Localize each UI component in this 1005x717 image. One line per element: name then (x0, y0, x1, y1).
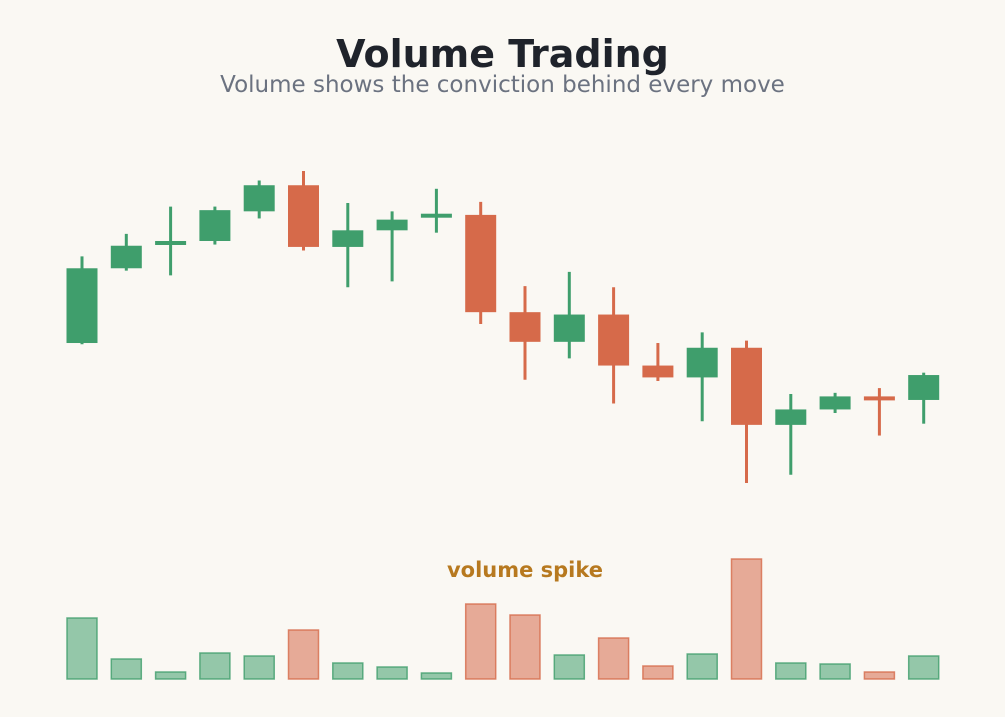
volume-bar (597, 637, 630, 680)
candle-up (243, 185, 275, 212)
volume-bar (730, 558, 763, 680)
volume-spike-annotation: volume spike (447, 558, 603, 582)
candle-down (288, 185, 319, 247)
candle-down (731, 347, 762, 425)
volume-bar (553, 654, 586, 680)
volume-bar (686, 653, 718, 680)
candle-down (863, 396, 895, 401)
candle-down (509, 312, 541, 342)
volume-bar (819, 663, 851, 680)
candle-up (686, 347, 718, 378)
candle-up (819, 396, 851, 410)
candle-up (155, 240, 187, 245)
volume-bar (376, 666, 408, 680)
candle-down (465, 214, 497, 313)
volume-bar (66, 617, 98, 680)
volume-bar (464, 603, 497, 680)
volume-bar (332, 662, 364, 680)
volume-bars (66, 558, 940, 680)
volume-bar (287, 629, 320, 680)
volume-bar (863, 671, 896, 680)
chart-subtitle: Volume shows the conviction behind every… (220, 72, 785, 98)
volume-bar (509, 614, 541, 680)
candle-up (332, 230, 364, 247)
volume-bar (420, 672, 453, 680)
candle-up (66, 268, 98, 344)
volume-bar (775, 662, 807, 680)
volume-bar (199, 652, 231, 680)
candle-up (376, 219, 408, 231)
candle-down (598, 314, 630, 366)
price-candles (66, 171, 940, 483)
volume-bar (907, 655, 940, 680)
candle-up (420, 213, 452, 218)
candle-up (199, 210, 231, 241)
volume-bar (642, 665, 674, 680)
candle-up (110, 245, 142, 269)
chart-title: Volume Trading (336, 32, 669, 76)
candle-up (553, 314, 585, 342)
candle-down (642, 365, 674, 378)
volume-bar (243, 655, 275, 680)
volume-bar (154, 671, 187, 680)
candle-up (908, 375, 940, 400)
volume-bar (110, 658, 143, 680)
candle-up (775, 409, 807, 425)
